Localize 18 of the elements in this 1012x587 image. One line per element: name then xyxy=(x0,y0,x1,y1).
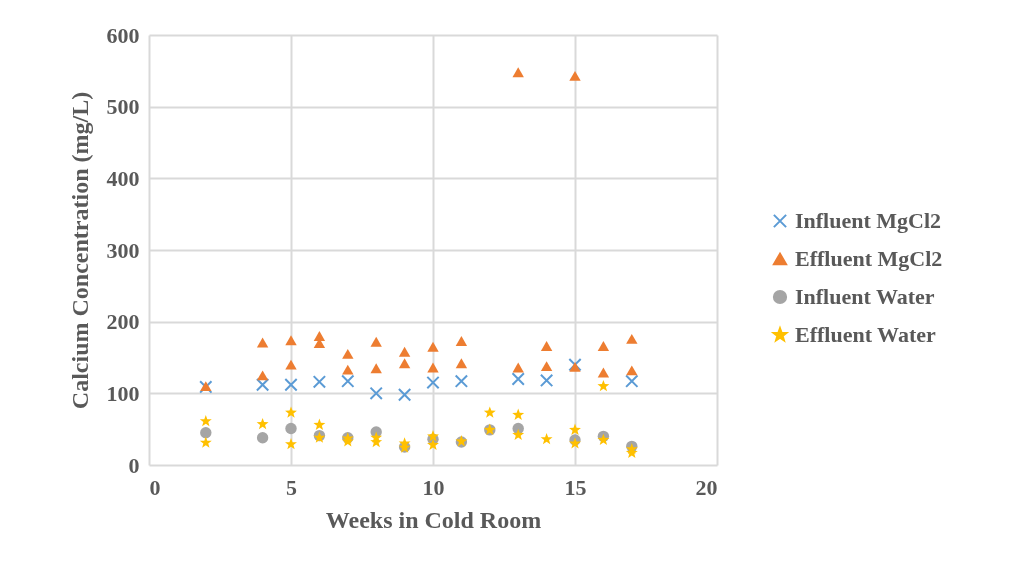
x-tick-label: 5 xyxy=(286,474,297,500)
x-tick-label: 10 xyxy=(422,474,445,500)
y-tick-label: 100 xyxy=(106,380,140,406)
y-axis-title: Calcium Concentration (mg/L) xyxy=(66,91,93,410)
y-tick-label: 0 xyxy=(128,452,140,478)
x-tick-label: 0 xyxy=(149,474,161,500)
legend-label: Influent MgCl2 xyxy=(795,208,942,233)
y-tick-label: 500 xyxy=(106,94,140,120)
y-tick-label: 600 xyxy=(106,22,140,48)
x-tick-label: 15 xyxy=(564,474,587,500)
x-tick-label: 20 xyxy=(695,474,718,500)
legend-label: Effluent MgCl2 xyxy=(795,246,943,271)
y-tick-label: 300 xyxy=(106,237,140,263)
y-tick-label: 400 xyxy=(106,165,140,191)
x-axis-title: Weeks in Cold Room xyxy=(325,506,542,533)
legend-label: Effluent Water xyxy=(795,322,936,347)
y-tick-label: 200 xyxy=(106,309,140,335)
legend-label: Influent Water xyxy=(795,284,935,309)
